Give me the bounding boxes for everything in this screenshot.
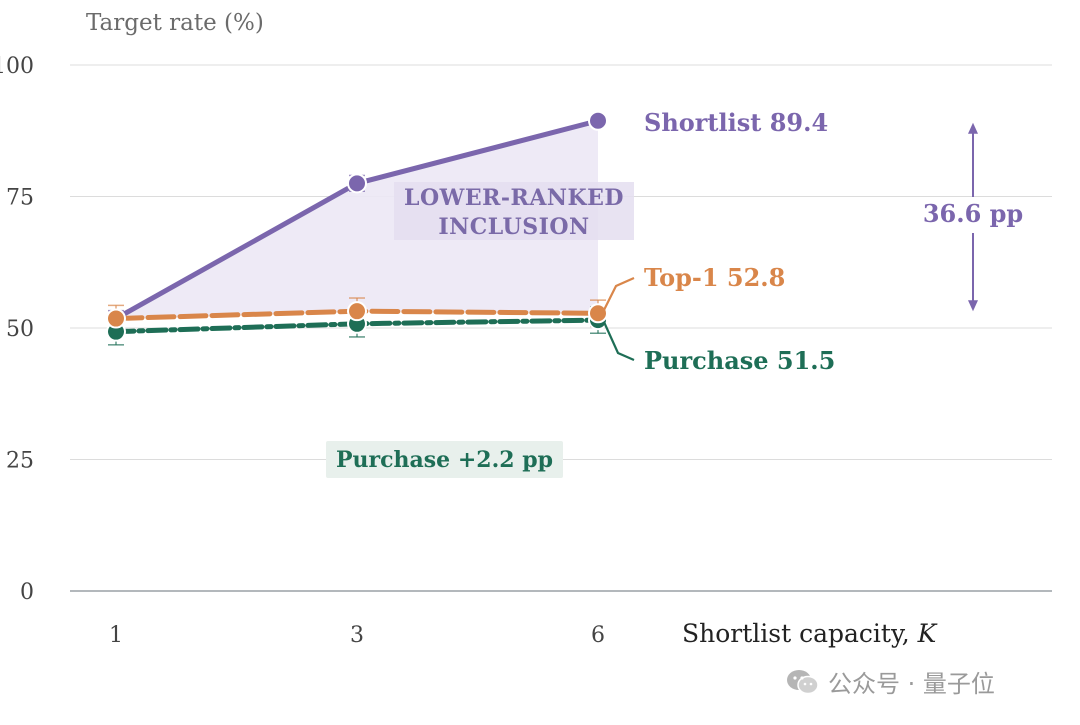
purchase-note: Purchase +2.2 pp: [326, 441, 563, 478]
x-tick-labels: 1 3 6: [109, 623, 605, 648]
point-shortlist: [347, 173, 367, 194]
watermark: 公众号 · 量子位: [786, 664, 995, 699]
y-tick-label: 50: [6, 317, 34, 342]
y-tick-label: 75: [6, 186, 34, 211]
y-tick-label: 100: [0, 54, 34, 79]
point-top-1: [347, 301, 367, 322]
label-shortlist: Shortlist 89.4: [644, 108, 828, 137]
point-top-1: [106, 308, 126, 329]
series-lines: [106, 110, 608, 346]
label-top1: Top-1 52.8: [644, 263, 785, 292]
gap-label: 36.6 pp: [923, 199, 1023, 228]
x-axis-label: Shortlist capacity, K: [682, 619, 938, 648]
gap-annotation: 36.6 pp: [923, 122, 1023, 312]
leader-top1: [603, 276, 635, 311]
label-purchase: Purchase 51.5: [644, 346, 835, 375]
x-tick-label: 1: [109, 623, 123, 648]
gap-arrow-up: [968, 122, 978, 134]
lower-ranked-inclusion-region: [116, 120, 598, 319]
label-line: LOWER-RANKED: [404, 185, 624, 211]
watermark-text: 公众号 · 量子位: [828, 670, 995, 698]
shaded-area: [116, 120, 598, 319]
gap-arrow-down: [968, 300, 978, 312]
y-axis-label: Target rate (%): [86, 10, 264, 36]
note-text: Purchase +2.2 pp: [336, 447, 553, 473]
y-tick-label: 25: [6, 449, 34, 474]
point-shortlist: [588, 110, 608, 131]
label-box: [394, 182, 634, 240]
label-line: INCLUSION: [438, 214, 589, 240]
x-tick-label: 6: [591, 623, 605, 648]
series-end-labels: Shortlist 89.4 Top-1 52.8 Purchase 51.5: [602, 108, 835, 375]
leader-purchase: [602, 321, 635, 362]
y-tick-label: 0: [20, 580, 34, 605]
y-tick-labels: 0 25 50 75 100: [0, 54, 34, 605]
lower-ranked-inclusion-label: LOWER-RANKED INCLUSION: [394, 182, 634, 240]
x-tick-label: 3: [350, 623, 364, 648]
wechat-icon: [786, 668, 820, 696]
note-box: [326, 441, 563, 478]
point-top-1: [588, 303, 608, 324]
